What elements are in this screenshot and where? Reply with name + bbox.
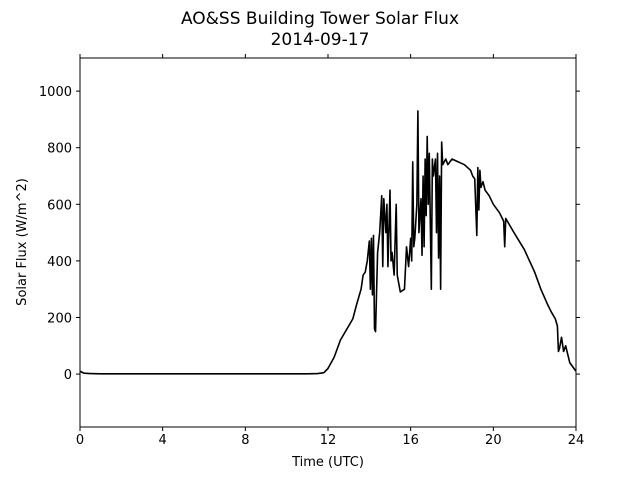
y-tick-label: 600 <box>47 198 72 213</box>
chart-subtitle: 2014-09-17 <box>271 30 370 50</box>
y-tick-label: 1000 <box>39 85 72 100</box>
data-line <box>79 110 577 375</box>
x-tick-label: 8 <box>241 433 249 448</box>
y-tick-label: 400 <box>47 255 72 270</box>
x-tick-label: 24 <box>568 433 585 448</box>
y-tick-label: 200 <box>47 311 72 326</box>
y-axis-label: Solar Flux (W/m^2) <box>15 178 30 306</box>
chart-title: AO&SS Building Tower Solar Flux <box>181 9 459 29</box>
y-tick-label: 0 <box>64 368 72 383</box>
x-tick-label: 20 <box>485 433 502 448</box>
x-tick-label: 12 <box>320 433 337 448</box>
x-tick-label: 4 <box>159 433 167 448</box>
x-tick-label: 0 <box>76 433 84 448</box>
x-tick-label: 16 <box>402 433 419 448</box>
x-axis-label: Time (UTC) <box>291 455 364 470</box>
y-tick-label: 800 <box>47 142 72 157</box>
plot-frame <box>79 57 577 428</box>
